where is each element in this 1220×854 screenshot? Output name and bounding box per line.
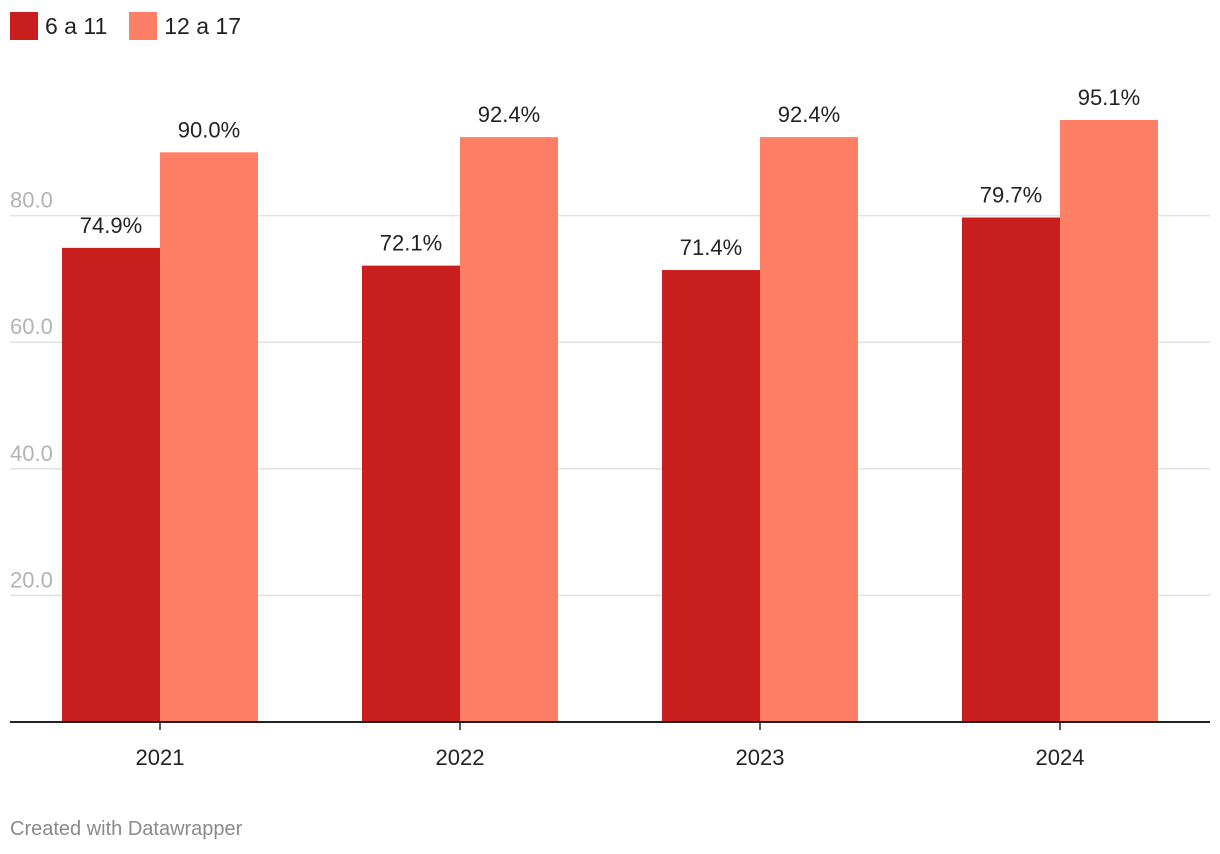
bar-2024-series-0 [962,217,1060,722]
data-label-2022-series-0: 72.1% [380,231,442,256]
legend-item-12-a-17: 12 a 17 [129,12,241,40]
legend: 6 a 11 12 a 17 [10,12,263,40]
data-label-2023-series-1: 92.4% [778,102,840,127]
bar-2021-series-1 [160,152,258,723]
bar-chart: 20.0 40.0 60.0 80.0 74.9% 90.0% 2021 72.1% 92.4%… [10,85,1210,770]
y-tick-label-40: 40.0 [10,441,53,466]
data-label-2023-series-0: 71.4% [680,235,742,260]
legend-label-12-a-17: 12 a 17 [164,12,241,39]
legend-swatch-6-a-11 [10,12,38,40]
footer-credit: Created with Datawrapper [10,818,243,840]
data-label-2022-series-1: 92.4% [478,102,540,127]
bar-2024-series-1 [1060,120,1158,723]
legend-label-6-a-11: 6 a 11 [45,12,108,39]
data-label-2024-series-0: 79.7% [980,182,1042,207]
bar-2023-series-0 [662,270,760,722]
x-tick-label-2024: 2024 [1036,745,1085,770]
legend-swatch-12-a-17 [129,12,158,40]
bar-2021-series-0 [62,247,160,722]
x-tick-label-2022: 2022 [436,745,485,770]
bar-2023-series-1 [760,137,858,722]
y-tick-label-20: 20.0 [10,567,53,592]
data-label-2021-series-1: 90.0% [178,117,240,142]
data-label-2024-series-1: 95.1% [1078,85,1140,110]
x-tick-label-2023: 2023 [736,745,785,770]
bar-2022-series-1 [460,137,558,722]
bar-2022-series-0 [362,265,460,722]
legend-item-6-a-11: 6 a 11 [10,12,107,40]
y-tick-label-80: 80.0 [10,188,53,213]
y-tick-label-60: 60.0 [10,314,53,339]
data-label-2021-series-0: 74.9% [80,213,142,238]
x-tick-label-2021: 2021 [136,745,185,770]
